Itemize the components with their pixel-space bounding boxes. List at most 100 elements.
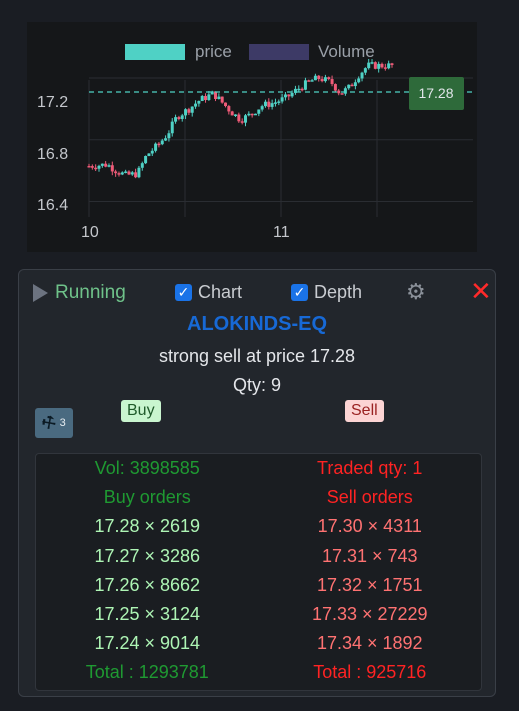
symbol-title: ALOKINDS-EQ [187, 313, 327, 335]
candle [377, 63, 381, 69]
sell-order-row: 17.32 × 1751 [316, 574, 423, 595]
candle [110, 165, 114, 172]
candle [204, 95, 208, 101]
chart-svg: price Volume 17.2 16.8 16.4 10 11 17.28 [37, 42, 473, 241]
traded-qty-label: Traded qty: 1 [317, 458, 423, 478]
candles [87, 58, 394, 179]
candle [330, 79, 334, 85]
candle [257, 109, 261, 114]
candle [190, 106, 194, 113]
candle [240, 121, 244, 123]
candle [167, 133, 171, 139]
candle [197, 100, 201, 104]
candle [380, 63, 384, 68]
trade-widget: Running ✓ Chart ✓ Depth ⚙ ✕ ALOKINDS-EQ … [18, 269, 496, 697]
order-book: Vol: 3898585 Buy orders 17.28 × 2619 17.… [35, 453, 482, 691]
candle [247, 113, 251, 116]
candle [350, 84, 354, 87]
candle [353, 82, 357, 87]
candle [220, 96, 224, 103]
candle [94, 167, 98, 170]
depth-checkbox[interactable]: ✓ [291, 284, 308, 301]
candle [117, 173, 121, 175]
candle [224, 102, 228, 107]
candle [277, 101, 281, 103]
last-price-badge [409, 77, 464, 110]
candle [310, 80, 314, 82]
candle [97, 165, 101, 169]
candle [100, 163, 104, 166]
y-tick-label: 16.8 [37, 146, 68, 163]
candle [184, 109, 188, 116]
candle [327, 77, 331, 80]
candle [137, 167, 141, 178]
candle [160, 140, 164, 145]
candle [290, 92, 294, 97]
candle [194, 103, 198, 107]
candle [130, 172, 134, 175]
candle [263, 101, 267, 107]
candle [234, 114, 238, 116]
candle [90, 166, 94, 168]
candle [207, 94, 211, 101]
buy-column: Vol: 3898585 Buy orders 17.28 × 2619 17.… [36, 454, 259, 688]
buy-order-row: 17.25 × 3124 [94, 603, 201, 624]
gear-icon[interactable]: ⚙ [406, 279, 426, 304]
candle [243, 115, 247, 123]
sell-order-row: 17.34 × 1892 [316, 633, 423, 654]
candle [157, 143, 161, 146]
y-tick-label: 16.4 [37, 197, 68, 214]
candle [303, 80, 307, 90]
buy-total: Total : 1293781 [85, 662, 209, 683]
sell-order-row: 17.31 × 743 [321, 545, 418, 566]
candle [260, 106, 264, 110]
candle [154, 143, 158, 151]
candle [200, 95, 204, 101]
candle [210, 91, 214, 95]
close-icon[interactable]: ✕ [470, 276, 492, 306]
candle [237, 114, 241, 122]
last-price-label: 17.28 [418, 85, 453, 101]
candle [337, 90, 341, 94]
candle [270, 103, 274, 107]
candle [307, 80, 311, 82]
chart-toggle[interactable]: ✓ Chart [175, 282, 242, 303]
buy-orders-header: Buy orders [103, 487, 191, 508]
candle [230, 111, 234, 116]
candle [317, 75, 321, 80]
candle [144, 156, 148, 164]
x-tick-label: 11 [273, 224, 290, 241]
candle [383, 67, 387, 69]
hammer-count: 3 [59, 417, 66, 429]
chart-checkbox[interactable]: ✓ [175, 284, 192, 301]
candle [323, 77, 327, 82]
volume-label: Vol: 3898585 [94, 458, 200, 478]
candle [320, 79, 324, 82]
buy-order-row: 17.26 × 8662 [94, 574, 201, 595]
candle [297, 88, 301, 91]
candle [360, 72, 364, 79]
candle [363, 68, 367, 73]
status-indicator[interactable]: Running [33, 282, 126, 304]
candle [164, 138, 168, 141]
candle [174, 117, 178, 122]
signal-text: strong sell at price 17.28 [158, 346, 356, 366]
candle [217, 96, 221, 100]
hammer-badge[interactable]: ⚒ 3 [35, 408, 73, 438]
candle [180, 115, 184, 119]
buy-order-row: 17.24 × 9014 [94, 633, 201, 654]
candle [280, 97, 284, 102]
sell-order-row: 17.33 × 27229 [311, 603, 428, 624]
candle [250, 113, 254, 116]
candle [390, 63, 394, 65]
candle [170, 121, 174, 134]
candle [114, 171, 118, 174]
price-chart[interactable]: price Volume 17.2 16.8 16.4 10 11 17.28 [27, 22, 477, 252]
candle [287, 94, 291, 97]
candle [187, 109, 191, 113]
y-tick-label: 17.2 [37, 94, 68, 111]
candle [227, 106, 231, 112]
sell-button[interactable]: Sell [345, 400, 384, 422]
depth-toggle[interactable]: ✓ Depth [291, 282, 362, 303]
buy-button[interactable]: Buy [121, 400, 161, 422]
